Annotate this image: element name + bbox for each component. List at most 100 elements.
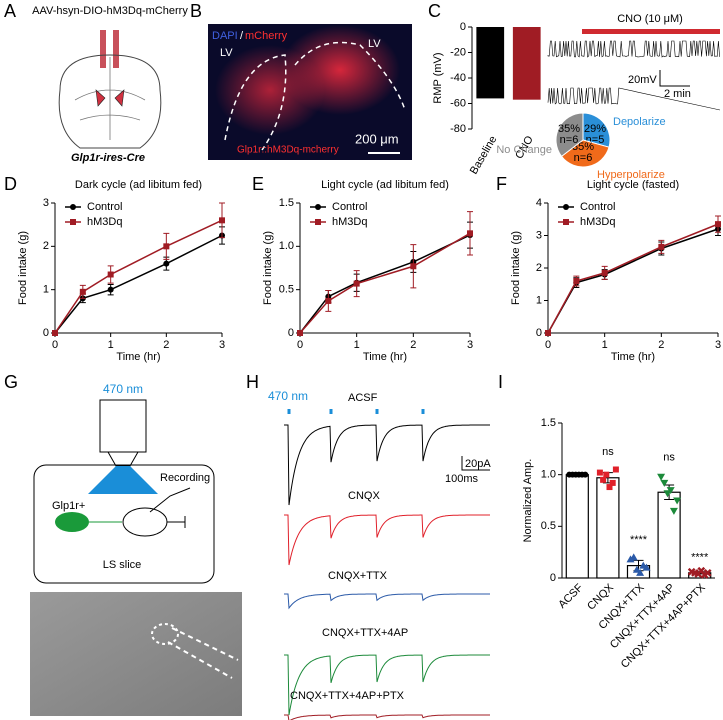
marker	[601, 269, 608, 276]
scale-bar	[659, 70, 690, 87]
data-point	[582, 471, 589, 478]
marker	[297, 330, 303, 336]
data-point	[626, 555, 635, 563]
marker	[658, 243, 665, 250]
data-point	[666, 487, 675, 495]
marker	[79, 288, 86, 295]
y-tick-label: 1.0	[279, 240, 294, 252]
light-pulse	[329, 409, 333, 414]
trace-label: CNQX	[348, 490, 380, 502]
marker	[573, 278, 580, 284]
x-tick-label: 2	[163, 339, 169, 351]
marker	[219, 217, 225, 224]
x-tick-label: 0	[52, 339, 58, 351]
stain-label: /	[240, 30, 244, 42]
marker	[545, 330, 551, 336]
panel-a: AAV-hsyn-DIO-hM3Dq-mCherry Glp1r-ires-Cr…	[32, 5, 188, 164]
legend-label: Control	[87, 201, 122, 213]
mouse-label: Glp1r-ires-Cre	[71, 152, 145, 164]
legend-marker	[70, 204, 76, 210]
legend-marker	[315, 204, 321, 210]
y-tick-label: 0	[288, 327, 294, 339]
marker	[163, 260, 170, 267]
data-point	[609, 479, 616, 486]
boundary	[224, 41, 406, 151]
slice-chamber	[33, 464, 215, 584]
slice-value: 29%	[584, 123, 606, 135]
y-tick-label: -20	[450, 46, 466, 58]
y-tick-label: 0.5	[279, 284, 294, 296]
x-tick-label: 2	[658, 339, 664, 351]
y-tick-label: 0.5	[541, 520, 556, 532]
data-point	[629, 553, 638, 561]
chart-title: Dark cycle (ad libitum fed)	[75, 179, 202, 191]
data-point	[703, 568, 712, 577]
significance: ns	[602, 446, 614, 458]
data-point	[596, 469, 603, 476]
caption: Glp1r::hM3Dq-mcherry	[237, 145, 339, 156]
data-point	[657, 473, 666, 481]
data-point	[603, 471, 610, 478]
y-axis-label: Normalized Amp.	[522, 459, 534, 543]
light-cone	[88, 466, 158, 494]
slice-n: n=6	[560, 134, 579, 146]
x-tick-label: ACSF	[556, 581, 585, 610]
y-axis-label: RMP (mV)	[432, 52, 444, 103]
x-axis-label: Time (hr)	[116, 351, 160, 363]
pie-slice	[582, 112, 611, 148]
series-line	[54, 234, 223, 334]
panel-label: H	[246, 372, 259, 392]
marker	[410, 263, 417, 270]
y-tick-label: 3	[536, 229, 542, 241]
chart-title: Light cycle (fasted)	[587, 179, 679, 191]
x-tick-label: 1	[108, 339, 114, 351]
cell-label: Glp1r+	[52, 500, 85, 512]
scale-label: 100ms	[445, 473, 479, 485]
panel-label: B	[190, 1, 202, 21]
panel-label: I	[498, 372, 503, 392]
panel-b: DAPI / mCherry LV LV Glp1r::hM3Dq-mcherr…	[208, 24, 412, 160]
data-point	[600, 476, 607, 483]
panel-label: C	[428, 1, 441, 21]
slice-value: 35%	[558, 123, 580, 135]
brain-structure	[74, 57, 146, 140]
virus-label: AAV-hsyn-DIO-hM3Dq-mCherry	[32, 5, 188, 17]
legend-marker	[315, 219, 321, 225]
pipette	[149, 487, 191, 528]
y-axis-label: Food intake (g)	[510, 231, 522, 305]
marker	[467, 230, 473, 237]
slice-name: Depolarize	[613, 116, 666, 128]
light-pulse	[287, 409, 291, 414]
slice-label: LS slice	[103, 559, 142, 571]
trace	[284, 654, 490, 716]
trace	[284, 593, 490, 610]
x-tick-label: 1	[602, 339, 608, 351]
marker	[52, 330, 58, 336]
ls-region	[95, 89, 125, 107]
dic-image	[30, 592, 242, 716]
marker	[107, 286, 114, 293]
x-axis-label: Time (hr)	[611, 351, 655, 363]
stain-label: mCherry	[245, 30, 288, 42]
x-tick-label: 2	[410, 339, 416, 351]
bar	[596, 477, 620, 579]
light-label: 470 nm	[103, 382, 143, 396]
light-pulse	[421, 409, 425, 414]
y-tick-label: 2	[43, 240, 49, 252]
legend-label: hM3Dq	[580, 216, 615, 228]
pipette-outline	[167, 627, 239, 679]
trace-label: CNQX+TTX	[328, 570, 388, 582]
region-label: LV	[220, 47, 233, 59]
panel-c-traces: CNO (10 μM) 20mV 2 min	[547, 13, 721, 111]
scale-label: 2 min	[664, 88, 691, 100]
y-tick-label: 0	[536, 327, 542, 339]
panel-label: G	[4, 372, 18, 392]
panel-label: A	[4, 1, 16, 21]
signal	[215, 45, 325, 135]
slice-name: Hyperpolarize	[597, 169, 665, 181]
x-tick-label: 1	[354, 339, 360, 351]
scale-label: 20pA	[465, 458, 491, 470]
data-point	[669, 507, 678, 515]
region-label: LV	[368, 38, 381, 50]
legend-marker	[70, 219, 76, 225]
